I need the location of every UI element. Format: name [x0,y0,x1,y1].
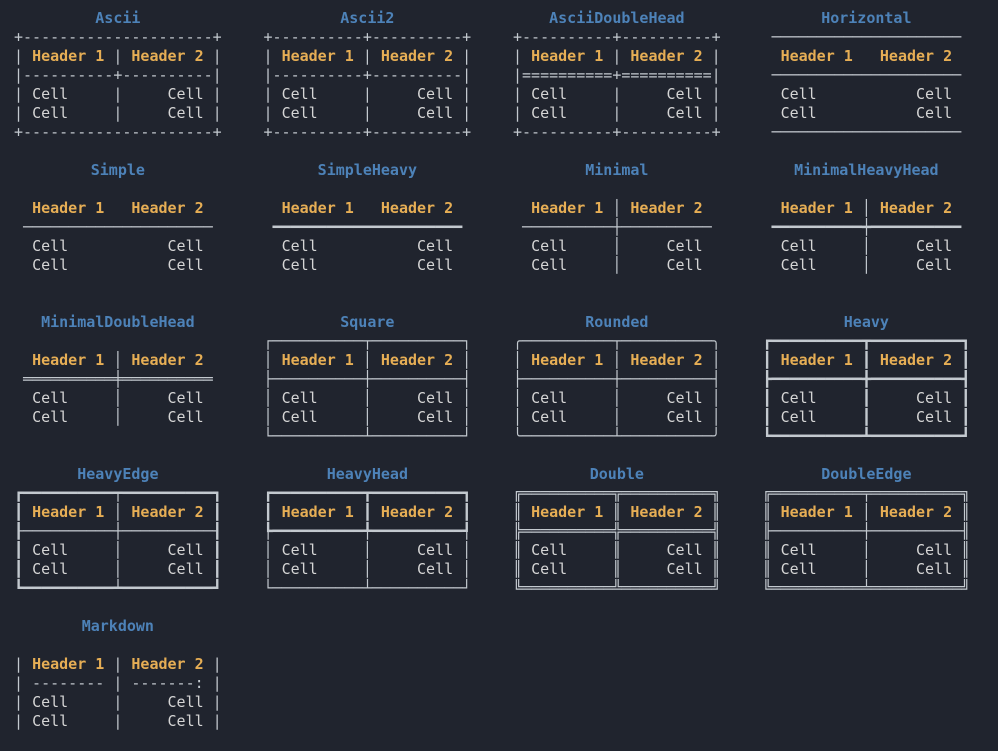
table-card-heavyhead: HeavyHead ┏━━━━━━━━━━┳━━━━━━━━━━┓ ┃ Head… [250,465,500,617]
table-title: MinimalHeavyHead [794,161,939,179]
table-title: Ascii2 [340,9,395,27]
table-art: | Header 1 | Header 2 | | -------- | ---… [14,655,222,730]
table-card-heavyedge: HeavyEdge ┏━━━━━━━━━━┯━━━━━━━━━━┓ ┃ Head… [0,465,250,617]
table-title: Horizontal [821,9,912,27]
table-art: ╭──────────┬──────────╮ │ Header 1 │ Hea… [513,332,721,445]
table-title: Square [340,313,395,331]
table-title: MinimalDoubleHead [41,313,195,331]
table-art: Header 1 Header 2 ━━━━━━━━━━━━━━━━━━━━━ … [272,199,463,274]
table-card-asciidoublehead: AsciiDoubleHead +----------+----------+ … [499,9,749,161]
table-card-horizontal: Horizontal ───────────────────── Header … [749,9,998,161]
table-art: +---------------------+ | Header 1 | Hea… [14,28,222,141]
table-art: ┏━━━━━━━━━━┳━━━━━━━━━━┓ ┃ Header 1 ┃ Hea… [263,484,472,597]
table-title: HeavyHead [326,465,408,483]
table-art: ───────────────────── Header 1 Header 2 … [771,28,962,141]
table-card-markdown: Markdown | Header 1 | Header 2 | | -----… [0,617,250,751]
table-card-minimal: Minimal Header 1 │ Header 2 ──────────┼─… [499,161,749,313]
table-card-ascii2: Ascii2 +----------+----------+ | Header … [250,9,500,161]
table-card-minimaldoublehead: MinimalDoubleHead Header 1 │ Header 2 ══… [0,313,250,465]
table-title: Ascii [95,9,141,27]
table-art: ┏━━━━━━━━━━┳━━━━━━━━━━┓ ┃ Header 1 ┃ Hea… [762,332,971,445]
table-art: ╔══════════╦══════════╗ ║ Header 1 ║ Hea… [513,484,721,597]
table-title: Rounded [585,313,649,331]
table-card-minimalheavyhead: MinimalHeavyHead Header 1 │ Header 2 ━━━… [749,161,998,313]
table-art: Header 1 │ Header 2 ──────────┼─────────… [522,199,712,274]
table-card-heavy: Heavy ┏━━━━━━━━━━┳━━━━━━━━━━┓ ┃ Header 1… [749,313,998,465]
table-card-simple: Simple Header 1 Header 2 ───────────────… [0,161,250,313]
table-art: Header 1 │ Header 2 ══════════╪═════════… [23,351,213,426]
table-art: +----------+----------+ | Header 1 | Hea… [263,28,472,141]
table-title: Minimal [585,161,649,179]
table-art: ┌──────────┬──────────┐ │ Header 1 │ Hea… [263,332,472,445]
table-title: Simple [90,161,145,179]
table-card-doubleedge: DoubleEdge ╔══════════╤══════════╗ ║ Hea… [749,465,998,617]
table-card-square: Square ┌──────────┬──────────┐ │ Header … [250,313,500,465]
table-card-ascii: Ascii +---------------------+ | Header 1… [0,9,250,161]
table-title: HeavyEdge [77,465,159,483]
table-title: SimpleHeavy [317,161,418,179]
table-title: Double [589,465,644,483]
table-title: Heavy [843,313,889,331]
table-title: Markdown [81,617,154,635]
table-title: AsciiDoubleHead [549,9,685,27]
table-art: Header 1 Header 2 ───────────────────── … [23,199,213,274]
table-art: +----------+----------+ | Header 1 | Hea… [513,28,721,141]
table-card-rounded: Rounded ╭──────────┬──────────╮ │ Header… [499,313,749,465]
table-art: Header 1 │ Header 2 ━━━━━━━━━━┿━━━━━━━━━… [771,199,962,274]
table-art: ┏━━━━━━━━━━┯━━━━━━━━━━┓ ┃ Header 1 │ Hea… [14,484,222,597]
table-card-double: Double ╔══════════╦══════════╗ ║ Header … [499,465,749,617]
table-card-simpleheavy: SimpleHeavy Header 1 Header 2 ━━━━━━━━━━… [250,161,500,313]
table-art: ╔══════════╤══════════╗ ║ Header 1 │ Hea… [762,484,971,597]
table-title: DoubleEdge [821,465,912,483]
